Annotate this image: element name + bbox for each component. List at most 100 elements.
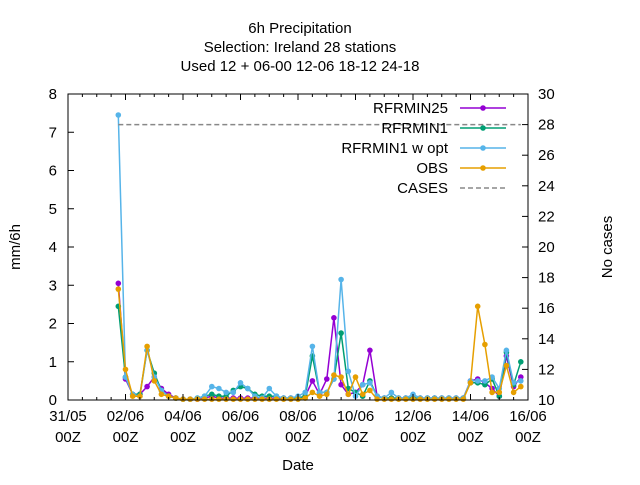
data-point	[482, 378, 488, 384]
y-tick-label: 1	[49, 354, 57, 371]
data-point	[446, 396, 452, 403]
data-point	[309, 378, 316, 384]
legend-marker	[480, 105, 486, 111]
y2-axis-label: No cases	[599, 216, 616, 279]
data-point	[367, 387, 373, 394]
y2-tick-label: 28	[538, 117, 555, 134]
chart-title-line-1: 6h Precipitation	[248, 20, 351, 37]
y2-tick-label: 18	[538, 270, 555, 287]
data-point	[273, 396, 280, 403]
chart-title-line-3: Used 12 + 06-00 12-06 18-12 24-18	[181, 58, 420, 75]
legend: RFRMIN25 RFRMIN1 RFRMIN1 w opt OBS CASES	[341, 100, 506, 197]
y2-tick-label: 20	[538, 239, 555, 256]
data-point	[331, 315, 337, 321]
data-point	[259, 396, 265, 403]
data-point	[230, 389, 237, 396]
y-tick-label: 5	[49, 201, 57, 218]
legend-entry-1: RFRMIN1	[381, 120, 506, 137]
data-point	[244, 385, 251, 392]
data-point	[309, 343, 316, 350]
data-point	[216, 385, 222, 392]
data-point	[510, 380, 517, 386]
x-tick-label-time: 00Z	[113, 429, 139, 446]
data-point	[388, 389, 395, 396]
data-point	[359, 391, 366, 398]
data-point	[216, 396, 222, 403]
legend-marker	[480, 145, 486, 151]
data-point	[209, 383, 215, 390]
data-point	[496, 389, 503, 396]
y-tick-label: 2	[49, 316, 57, 333]
data-point	[302, 389, 309, 396]
legend-entry-0: RFRMIN25	[373, 100, 506, 117]
y-tick-label: 0	[49, 392, 57, 409]
plot-frame	[67, 93, 529, 401]
data-point	[518, 383, 524, 390]
x-tick-label: 16/06	[509, 408, 547, 425]
x-tick-label: 10/06	[337, 408, 375, 425]
y-tick-label: 7	[49, 124, 57, 141]
data-point	[209, 391, 215, 398]
y-tick-label: 6	[49, 163, 57, 180]
data-point	[338, 276, 344, 283]
series-3	[115, 286, 524, 403]
data-point	[115, 280, 122, 287]
data-point	[151, 378, 158, 384]
series-line	[117, 289, 522, 400]
x-tick-label-time: 00Z	[400, 429, 426, 446]
y2-tick-label: 14	[538, 331, 555, 348]
data-point	[345, 368, 352, 375]
data-point	[367, 380, 373, 386]
data-point	[489, 389, 495, 396]
series-0	[115, 280, 524, 403]
data-point	[503, 347, 510, 354]
legend-entry-2: RFRMIN1 w opt	[341, 140, 506, 157]
data-point	[359, 381, 366, 388]
data-point	[316, 393, 323, 400]
legend-entry-3: OBS	[416, 160, 506, 177]
data-point	[510, 389, 517, 396]
y2-tick-label: 12	[538, 361, 555, 378]
x-tick-label-time: 00Z	[285, 429, 311, 446]
data-point	[165, 393, 172, 400]
legend-label: OBS	[416, 160, 448, 177]
data-point	[417, 396, 424, 403]
data-point	[288, 396, 294, 403]
legend-label: RFRMIN1	[381, 120, 448, 137]
data-point	[352, 374, 359, 380]
legend-label: RFRMIN25	[373, 100, 448, 117]
series-1	[115, 303, 524, 403]
y2-tick-label: 24	[538, 178, 555, 195]
data-point	[338, 374, 344, 380]
data-point	[338, 381, 344, 388]
data-point	[158, 391, 165, 398]
series-2	[115, 112, 524, 403]
chart-title-line-2: Selection: Ireland 28 stations	[204, 39, 397, 56]
y-tick-label: 8	[49, 86, 57, 103]
x-tick-label-time: 00Z	[343, 429, 369, 446]
x-tick-label-time: 00Z	[228, 429, 254, 446]
x-tick-label: 14/06	[452, 408, 490, 425]
data-point	[518, 359, 524, 365]
data-point	[187, 396, 193, 403]
data-point	[518, 378, 524, 384]
x-axis-label: Date	[282, 457, 314, 474]
y-axis-label: mm/6h	[7, 224, 24, 270]
series-line	[117, 114, 521, 400]
x-tick-label-time: 00Z	[55, 429, 81, 446]
data-point	[223, 389, 229, 396]
y2-tick-label: 10	[538, 392, 555, 409]
data-point	[137, 393, 143, 400]
y2-tick-label: 26	[538, 147, 555, 164]
data-point	[388, 396, 395, 403]
data-point	[144, 343, 150, 350]
plot-area	[115, 112, 524, 403]
data-point	[474, 303, 481, 310]
y-tick-label: 3	[49, 277, 57, 294]
data-point	[201, 396, 208, 403]
data-point	[431, 396, 438, 403]
x-tick-label-time: 00Z	[515, 429, 541, 446]
data-point	[467, 380, 474, 386]
